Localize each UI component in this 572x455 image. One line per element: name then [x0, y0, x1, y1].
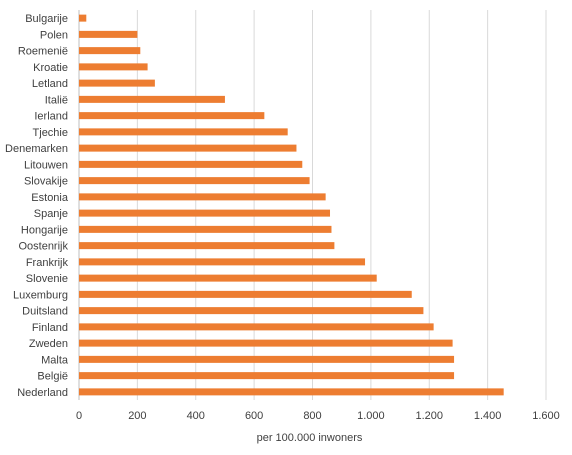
category-label: Polen [40, 29, 68, 41]
category-label: Luxemburg [13, 289, 68, 301]
bar [79, 112, 265, 120]
category-label: Denemarken [5, 143, 68, 155]
gridlines [78, 10, 547, 400]
bar [79, 274, 377, 282]
category-labels: Bulgarije Polen Roemenië Kroatie Letland Ital… [5, 13, 69, 399]
category-label: Nederland [17, 387, 68, 399]
category-label: Malta [41, 354, 69, 366]
bar [79, 63, 148, 71]
category-label: Spanje [34, 208, 68, 220]
x-tick-label: 1.400 [474, 410, 502, 422]
bar [79, 128, 288, 136]
bar [79, 193, 326, 201]
category-label: Duitsland [22, 306, 68, 318]
category-label: Litouwen [24, 159, 68, 171]
x-tick-label: 600 [245, 410, 263, 422]
bar [79, 30, 138, 38]
category-label: Kroatie [33, 62, 68, 74]
x-tick-label: 1.600 [532, 410, 560, 422]
x-tick-label: 800 [303, 410, 321, 422]
x-tick-label: 0 [76, 410, 82, 422]
bar [79, 160, 303, 168]
category-label: Tjechie [33, 127, 68, 139]
x-tick-label: 1.000 [357, 410, 385, 422]
category-label: Zweden [29, 338, 68, 350]
category-label: Slovakije [24, 176, 68, 188]
category-label: Slovenie [26, 273, 68, 285]
bar [79, 355, 455, 363]
category-label: Ierland [34, 111, 68, 123]
x-tick-labels: 0 200 400 600 800 1.000 1.200 1.400 1.600 [76, 410, 560, 422]
bar [79, 144, 297, 152]
bar [79, 242, 335, 250]
category-label: Italië [45, 94, 68, 106]
bar [79, 14, 87, 22]
x-axis-title: per 100.000 inwoners [257, 432, 363, 444]
category-label: Hongarije [21, 224, 68, 236]
bar [79, 307, 424, 315]
bar [79, 225, 332, 233]
bar [79, 47, 141, 55]
category-label: Oostenrijk [18, 241, 68, 253]
bars [79, 14, 504, 396]
x-tick-label: 1.200 [415, 410, 443, 422]
bar [79, 209, 331, 217]
category-label: Letland [32, 78, 68, 90]
x-tick-label: 400 [187, 410, 205, 422]
category-label: Finland [32, 322, 68, 334]
category-label: Estonia [31, 192, 69, 204]
category-label: Roemenië [18, 46, 68, 58]
bar [79, 339, 453, 347]
bar [79, 177, 310, 185]
bar [79, 258, 366, 266]
bar [79, 323, 434, 331]
category-label: Bulgarije [25, 13, 68, 25]
x-tick-label: 200 [128, 410, 146, 422]
category-label: België [37, 371, 68, 383]
bar [79, 95, 225, 103]
bar [79, 79, 155, 87]
bar [79, 388, 504, 396]
bar [79, 372, 455, 380]
bar [79, 290, 412, 298]
category-label: Frankrijk [26, 257, 69, 269]
